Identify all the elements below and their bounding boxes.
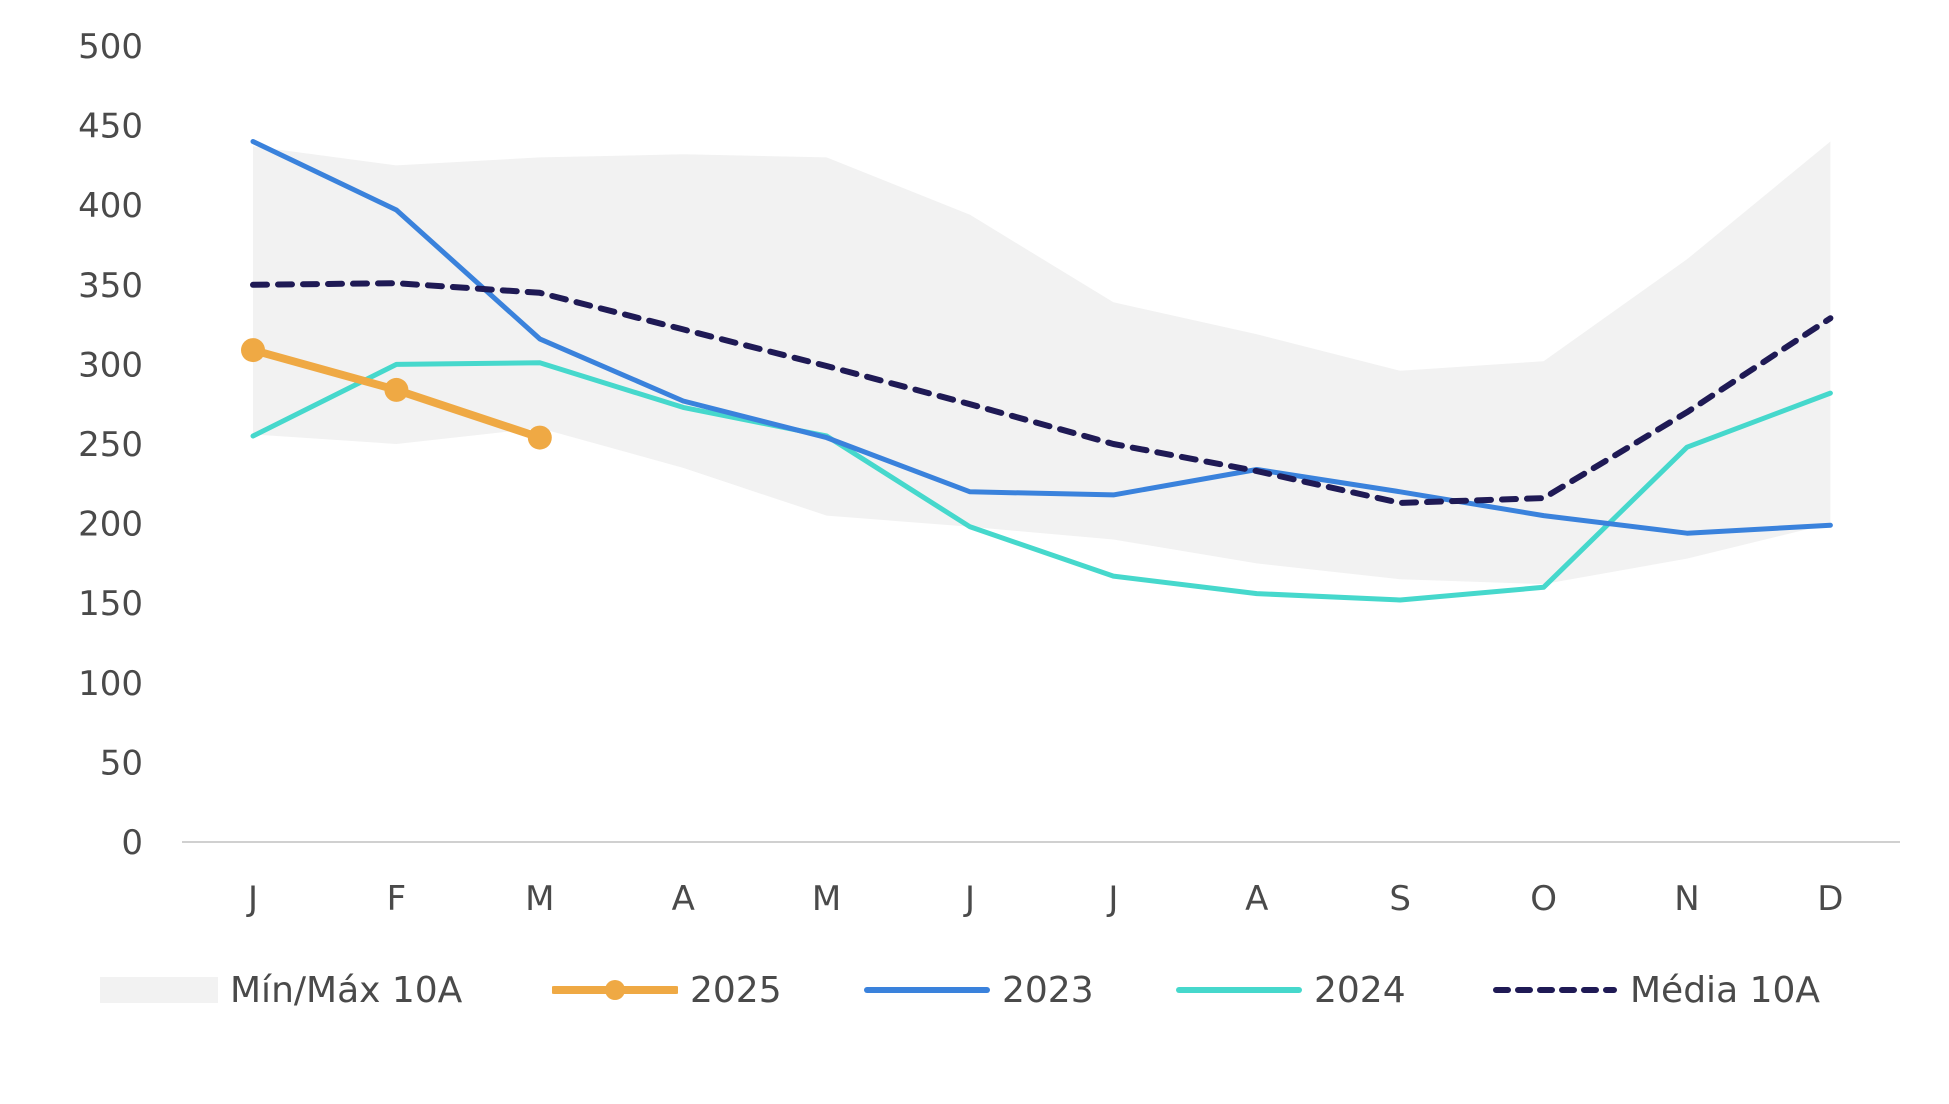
data-point-2025 <box>384 377 409 402</box>
legend: Mín/Máx 10A 2025 2023 2024 Média 10A <box>0 960 1949 1020</box>
legend-item-media: Média 10A <box>1492 960 1820 1020</box>
legend-label-band: Mín/Máx 10A <box>230 969 463 1011</box>
x-tick-label: A <box>672 879 695 919</box>
legend-label-2025: 2025 <box>690 969 782 1011</box>
x-tick-label: D <box>1817 879 1843 919</box>
x-tick-label: M <box>525 879 554 919</box>
x-tick-label: J <box>963 879 975 919</box>
x-tick-label: M <box>812 879 841 919</box>
legend-swatch-2024 <box>1176 987 1302 993</box>
x-tick-label: N <box>1674 879 1699 919</box>
y-tick-label: 350 <box>78 266 143 306</box>
legend-swatch-band <box>100 977 218 1003</box>
legend-item-2023: 2023 <box>864 960 1094 1020</box>
series-line-2024 <box>250 360 1833 603</box>
y-tick-label: 100 <box>78 664 143 704</box>
legend-item-2024: 2024 <box>1176 960 1406 1020</box>
y-tick-label: 500 <box>78 27 143 67</box>
y-tick-label: 50 <box>100 743 143 783</box>
y-tick-label: 0 <box>121 823 143 863</box>
legend-swatch-2025 <box>552 980 678 1000</box>
y-tick-label: 150 <box>78 584 143 624</box>
legend-swatch-2023 <box>864 987 990 993</box>
legend-swatch-media <box>1493 987 1617 993</box>
data-point-2025 <box>527 425 552 450</box>
x-tick-label: O <box>1530 879 1557 919</box>
x-tick-label: S <box>1389 879 1411 919</box>
x-tick-label: F <box>387 879 407 919</box>
legend-label-media: Média 10A <box>1630 969 1821 1011</box>
y-tick-label: 400 <box>78 186 143 226</box>
legend-label-2024: 2024 <box>1314 969 1406 1011</box>
y-tick-label: 300 <box>78 345 143 385</box>
series-line-2023 <box>250 139 1833 536</box>
y-tick-label: 450 <box>78 107 143 147</box>
y-tick-label: 200 <box>78 505 143 545</box>
legend-label-2023: 2023 <box>1002 969 1094 1011</box>
min-max-band <box>253 141 1831 585</box>
x-tick-label: J <box>1106 879 1118 919</box>
x-tick-label: A <box>1245 879 1268 919</box>
x-tick-label: J <box>246 879 258 919</box>
data-point-2025 <box>241 338 265 363</box>
legend-item-2025: 2025 <box>552 960 782 1020</box>
series-line-m-dia-10a <box>250 280 1834 506</box>
y-tick-label: 250 <box>78 425 143 465</box>
legend-item-band: Mín/Máx 10A <box>100 960 462 1020</box>
